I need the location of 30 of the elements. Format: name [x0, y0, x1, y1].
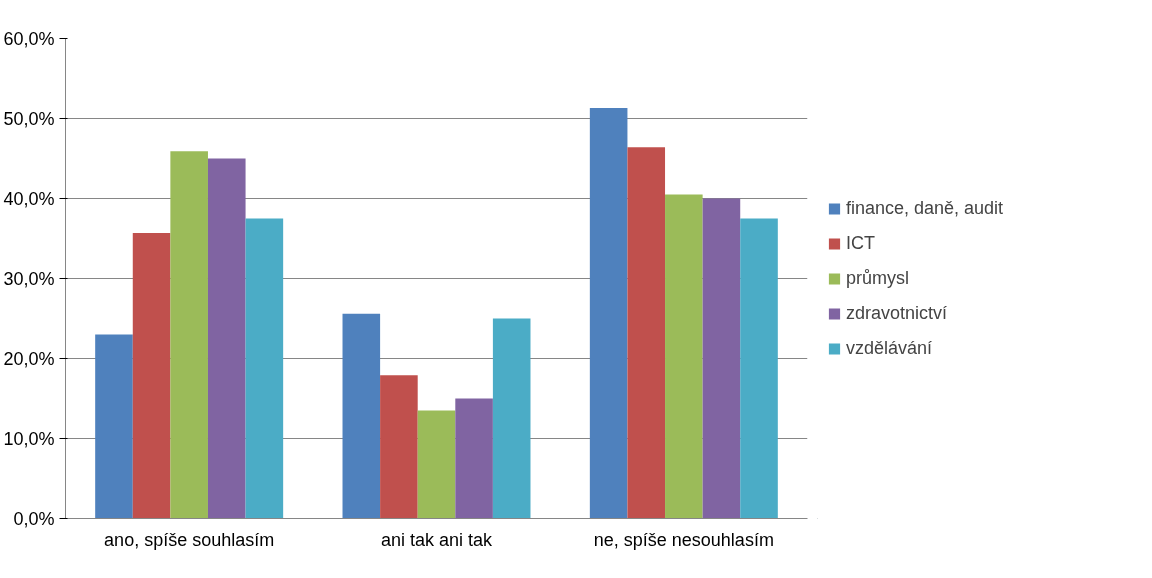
x-tick-label: ne, spíše nesouhlasím: [593, 529, 774, 550]
legend-label: ICT: [846, 232, 875, 254]
x-tick-label: ano, spíše souhlasím: [104, 529, 275, 550]
y-tick-label: 60,0%: [3, 28, 55, 49]
bar: [417, 410, 456, 519]
bar: [132, 232, 171, 519]
bar: [665, 194, 703, 519]
bar: [455, 398, 493, 519]
legend-label: zdravotnictví: [846, 302, 948, 324]
legend-label: průmysl: [846, 267, 910, 289]
bar: [627, 147, 666, 519]
bar: [740, 218, 778, 519]
legend-label: finance, daně, audit: [846, 197, 1004, 219]
bar: [207, 158, 246, 519]
y-tick-label: 10,0%: [3, 428, 55, 449]
bar: [342, 313, 381, 519]
y-tick-label: 20,0%: [3, 348, 55, 369]
bar: [492, 318, 531, 519]
bar: [170, 151, 208, 519]
x-tick-label: ani tak ani tak: [380, 529, 494, 550]
bar: [589, 108, 628, 519]
bar: [95, 334, 133, 519]
y-tick-label: 50,0%: [3, 108, 55, 129]
bar: [380, 375, 418, 519]
bar: [702, 198, 741, 519]
y-tick-label: 30,0%: [3, 268, 55, 289]
y-tick-label: 0,0%: [13, 508, 55, 529]
bar: [245, 218, 284, 519]
y-tick-label: 40,0%: [3, 188, 55, 209]
legend-label: vzdělávání: [846, 337, 933, 359]
